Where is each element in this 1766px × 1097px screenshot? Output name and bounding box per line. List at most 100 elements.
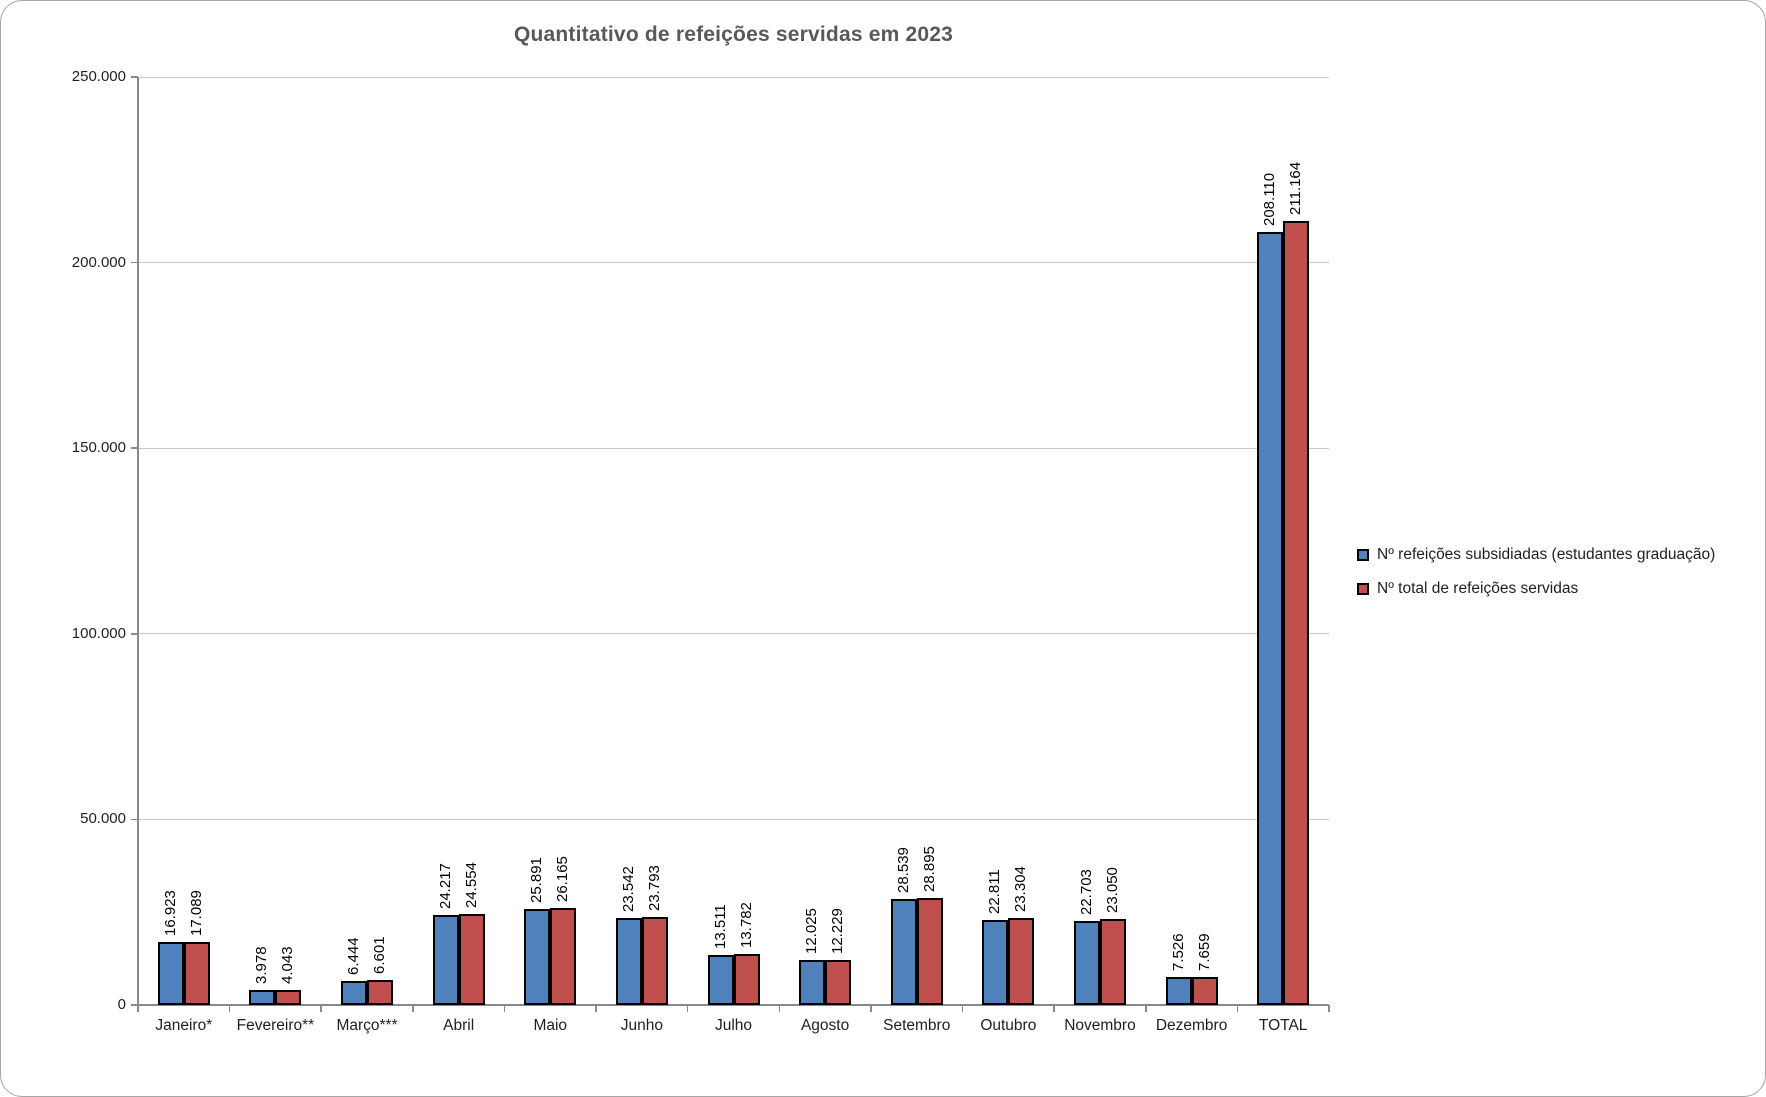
y-axis-label: 100.000 xyxy=(71,624,126,642)
x-axis-category-label: Maio xyxy=(533,1017,568,1034)
gridline xyxy=(138,262,1329,264)
x-axis-tick xyxy=(686,1005,689,1012)
bar-value-label: 3.978 xyxy=(253,946,271,985)
legend-swatch-icon xyxy=(1357,583,1369,595)
y-axis xyxy=(137,77,139,1005)
x-axis-category-label: Fevereiro** xyxy=(236,1017,315,1034)
bar-total xyxy=(916,897,943,1005)
y-axis-tick xyxy=(131,1004,138,1006)
bar-subsidiadas xyxy=(1165,977,1192,1005)
bar-value-label: 24.554 xyxy=(462,861,480,908)
bar-value-label: 23.793 xyxy=(645,864,663,911)
x-axis-tick xyxy=(870,1005,872,1012)
bar-value-label: 23.542 xyxy=(619,865,637,912)
legend-label: Nº total de refeições servidas xyxy=(1377,580,1579,597)
bar-total xyxy=(641,916,668,1005)
bar-subsidiadas xyxy=(1073,920,1100,1005)
bar-value-label: 25.891 xyxy=(528,857,546,903)
x-axis-tick xyxy=(228,1005,231,1012)
y-axis-tick xyxy=(131,447,138,449)
y-axis-label: 250.000 xyxy=(71,68,126,85)
bar-value-label: 17.089 xyxy=(187,889,205,936)
y-axis-label: 50.000 xyxy=(80,810,126,828)
bar-value-label: 23.050 xyxy=(1103,867,1121,914)
chart-legend: Nº refeições subsidiadas (estudantes gra… xyxy=(1357,544,1715,612)
gridline xyxy=(138,818,1329,820)
y-axis-tick xyxy=(131,261,138,264)
legend-item-subsidiadas: Nº refeições subsidiadas (estudantes gra… xyxy=(1357,544,1715,566)
x-axis-tick xyxy=(412,1005,414,1012)
bar-subsidiadas xyxy=(432,915,459,1005)
bar-total xyxy=(183,941,210,1005)
x-axis-tick xyxy=(320,1005,322,1012)
y-axis-tick xyxy=(131,633,138,635)
bar-subsidiadas xyxy=(157,942,184,1005)
x-axis-category-label: Novembro xyxy=(1064,1017,1136,1034)
bar-subsidiadas xyxy=(249,990,276,1005)
bar-total xyxy=(1191,976,1218,1005)
y-axis-label: 150.000 xyxy=(71,439,126,457)
bar-total xyxy=(550,907,577,1005)
bar-value-label: 22.811 xyxy=(986,869,1004,915)
bar-value-label: 4.043 xyxy=(279,946,297,984)
bar-value-label: 208.110 xyxy=(1261,173,1279,227)
bar-value-label: 13.782 xyxy=(737,901,755,948)
bar-value-label: 7.526 xyxy=(1169,933,1187,972)
x-axis-category-label: Dezembro xyxy=(1155,1017,1228,1034)
x-axis-tick xyxy=(503,1005,506,1012)
bar-subsidiadas xyxy=(982,920,1009,1005)
bar-total xyxy=(1099,919,1126,1005)
bar-total xyxy=(825,959,852,1005)
bar-value-label: 12.229 xyxy=(829,907,847,954)
y-axis-tick xyxy=(131,818,138,821)
bar-total xyxy=(1283,221,1310,1005)
y-axis-tick xyxy=(131,76,138,78)
bar-subsidiadas xyxy=(341,981,368,1005)
bar-value-label: 6.444 xyxy=(345,937,363,976)
x-axis-category-label: Março*** xyxy=(336,1017,398,1034)
x-axis-tick xyxy=(961,1005,964,1012)
bar-subsidiadas xyxy=(524,908,551,1005)
bar-value-label: 22.703 xyxy=(1077,868,1095,915)
x-axis-category-label: Setembro xyxy=(883,1017,951,1034)
bar-value-label: 6.601 xyxy=(371,936,389,975)
bar-value-label: 12.025 xyxy=(803,908,821,955)
y-axis-label: 0 xyxy=(117,996,126,1013)
bar-total xyxy=(733,953,760,1005)
legend-swatch-icon xyxy=(1357,549,1369,561)
bar-subsidiadas xyxy=(707,954,734,1005)
bar-total xyxy=(1008,918,1035,1005)
bar-total xyxy=(367,980,394,1005)
bar-value-label: 211.164 xyxy=(1287,162,1305,216)
bar-value-label: 28.895 xyxy=(920,845,938,892)
x-axis-category-label: Agosto xyxy=(800,1017,850,1034)
bar-subsidiadas xyxy=(615,917,642,1005)
x-axis-category-label: Abril xyxy=(443,1017,475,1034)
bar-value-label: 26.165 xyxy=(554,855,572,902)
bar-value-label: 28.539 xyxy=(894,847,912,894)
x-axis-category-label: TOTAL xyxy=(1258,1017,1308,1034)
gridline xyxy=(138,633,1329,635)
bar-total xyxy=(275,989,302,1005)
legend-label: Nº refeições subsidiadas (estudantes gra… xyxy=(1377,546,1716,563)
x-axis-tick xyxy=(778,1005,781,1012)
x-axis-tick xyxy=(1236,1005,1239,1012)
x-axis-category-label: Janeiro* xyxy=(155,1017,213,1034)
y-axis-label: 200.000 xyxy=(71,253,126,271)
bar-total xyxy=(458,913,485,1005)
chart-title: Quantitativo de refeições servidas em 20… xyxy=(513,23,954,46)
gridline xyxy=(138,76,1329,78)
legend-item-total: Nº total de refeições servidas xyxy=(1357,578,1715,600)
x-axis-tick xyxy=(1328,1005,1330,1012)
bar-subsidiadas xyxy=(890,899,917,1005)
x-axis-tick xyxy=(1053,1005,1055,1012)
x-axis-category-label: Outubro xyxy=(980,1017,1037,1034)
x-axis xyxy=(138,1004,1329,1006)
bar-subsidiadas xyxy=(1257,232,1284,1005)
x-axis-tick xyxy=(595,1005,597,1012)
x-axis-category-label: Julho xyxy=(714,1017,753,1034)
bar-value-label: 23.304 xyxy=(1012,866,1030,913)
bar-value-label: 16.923 xyxy=(161,890,179,937)
